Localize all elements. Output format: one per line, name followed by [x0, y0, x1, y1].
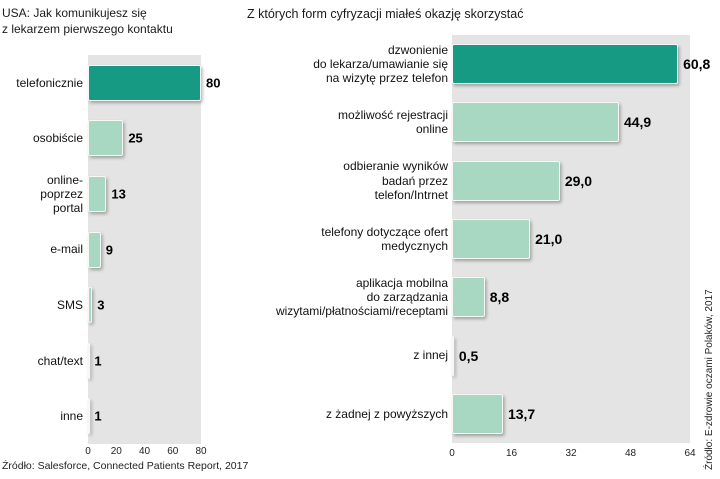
bar — [452, 44, 679, 85]
value-label: 13 — [111, 186, 126, 202]
bar-row: osobiście 25 — [0, 110, 201, 167]
category-label: z innej — [413, 348, 448, 363]
axis-tick-label: 32 — [565, 448, 577, 459]
bar — [88, 398, 90, 435]
axis-tick-label: 64 — [684, 448, 696, 459]
bar-track: 0,5 — [452, 326, 690, 385]
bar — [88, 120, 124, 157]
category-label: osobiście — [32, 131, 83, 146]
bar-row: e-mail 9 — [0, 221, 201, 278]
bar-row: z żadnej z powyższych 13,7 — [250, 384, 690, 443]
category-label: inne — [60, 409, 83, 424]
category-label: telefony dotyczące ofert medycznych — [321, 224, 448, 253]
axis-tick-label: 60 — [167, 446, 179, 457]
bar-track: 21,0 — [452, 209, 690, 269]
value-label: 25 — [128, 130, 143, 146]
bar-row: aplikacja mobilna do zarządzania wizytam… — [250, 268, 690, 327]
value-label: 3 — [97, 297, 105, 313]
chart-title: Z których form cyfryzacji miałeś okazję … — [247, 7, 524, 21]
bar-row: chat/text 1 — [0, 332, 201, 389]
bar-track: 1 — [88, 332, 201, 389]
bar — [452, 393, 503, 434]
chart-digitization-forms: Z których form cyfryzacji miałeś okazję … — [240, 0, 710, 479]
axis-tick-label: 16 — [505, 448, 518, 459]
bar-track: 25 — [88, 110, 201, 167]
value-label: 21,0 — [535, 230, 563, 247]
category-label: aplikacja mobilna do zarządzania wizytam… — [275, 276, 448, 319]
bar — [88, 342, 90, 379]
value-label: 8,8 — [489, 289, 510, 306]
bar-rows: telefonicznie 80 osobiście 25 online- poprze… — [0, 55, 220, 445]
axis-tick-label: 20 — [110, 446, 122, 457]
bar-row: SMS 3 — [0, 277, 201, 333]
bar-row: możliwość rejestracji online 44,9 — [250, 93, 690, 152]
bar-row: online- poprzez portal 13 — [0, 166, 201, 222]
bar — [452, 102, 619, 143]
value-label: 1 — [94, 408, 102, 424]
x-axis: 0 16 32 48 64 — [449, 448, 695, 460]
bar — [88, 175, 107, 212]
category-label: z żadnej z powyższych — [325, 406, 448, 421]
category-label: telefonicznie — [16, 75, 83, 90]
bar-row: odbieranie wyników badań przez telefon/I… — [250, 151, 690, 210]
bar — [452, 160, 560, 201]
value-label: 44,9 — [623, 114, 652, 131]
bar — [88, 64, 201, 101]
axis-tick-label: 48 — [624, 448, 637, 459]
bar-rows: dzwonienie do lekarza/umawianie się na w… — [250, 35, 710, 443]
bar — [88, 231, 101, 268]
category-label: odbieranie wyników badań przez telefon/I… — [343, 159, 448, 202]
bar — [452, 335, 454, 376]
category-label: możliwość rejestracji online — [337, 108, 448, 137]
bar-row: inne 1 — [0, 388, 201, 445]
bar-track: 80 — [88, 55, 220, 111]
chart-title: USA: Jak komunikujesz się z lekarzem pie… — [2, 6, 173, 36]
bar-track: 9 — [88, 221, 201, 278]
bar-row: telefonicznie 80 — [0, 55, 220, 111]
bar-row: telefony dotyczące ofert medycznych 21,0 — [250, 209, 690, 269]
bar-track: 44,9 — [452, 93, 690, 152]
value-label: 13,7 — [507, 405, 536, 422]
bar — [88, 287, 93, 324]
value-label: 0,5 — [458, 347, 479, 364]
value-label: 60,8 — [683, 56, 711, 73]
x-axis: 0 20 40 60 80 — [85, 446, 206, 458]
bar — [452, 218, 531, 259]
axis-tick-label: 80 — [195, 446, 207, 457]
category-label: online- poprzez portal — [40, 172, 83, 216]
category-label: chat/text — [37, 353, 83, 368]
bar-track: 13,7 — [452, 384, 690, 443]
bar-row: dzwonienie do lekarza/umawianie się na w… — [250, 35, 710, 94]
bar — [452, 277, 485, 318]
value-label: 9 — [105, 242, 113, 258]
bar-track: 29,0 — [452, 151, 690, 210]
category-label: e-mail — [50, 242, 83, 257]
source-note-vertical: Źródło: E-zdrowie oczami Polaków, 2017 — [704, 289, 715, 470]
source-note: Źródło: Salesforce, Connected Patients R… — [2, 460, 249, 472]
chart-usa-communication: USA: Jak komunikujesz się z lekarzem pie… — [0, 0, 248, 479]
category-label: SMS — [56, 298, 83, 313]
axis-tick-label: 40 — [138, 446, 151, 457]
bar-track: 3 — [88, 277, 201, 333]
bar-track: 60,8 — [452, 35, 710, 94]
value-label: 29,0 — [564, 172, 593, 189]
category-label: dzwonienie do lekarza/umawianie się na w… — [313, 42, 448, 86]
bar-row: z innej 0,5 — [250, 326, 690, 385]
axis-tick-label: 0 — [449, 448, 455, 459]
bar-track: 13 — [88, 166, 201, 222]
bar-track: 8,8 — [452, 268, 690, 327]
bar-track: 1 — [88, 388, 201, 445]
value-label: 1 — [94, 353, 102, 369]
value-label: 80 — [206, 75, 221, 91]
axis-tick-label: 0 — [85, 446, 91, 457]
